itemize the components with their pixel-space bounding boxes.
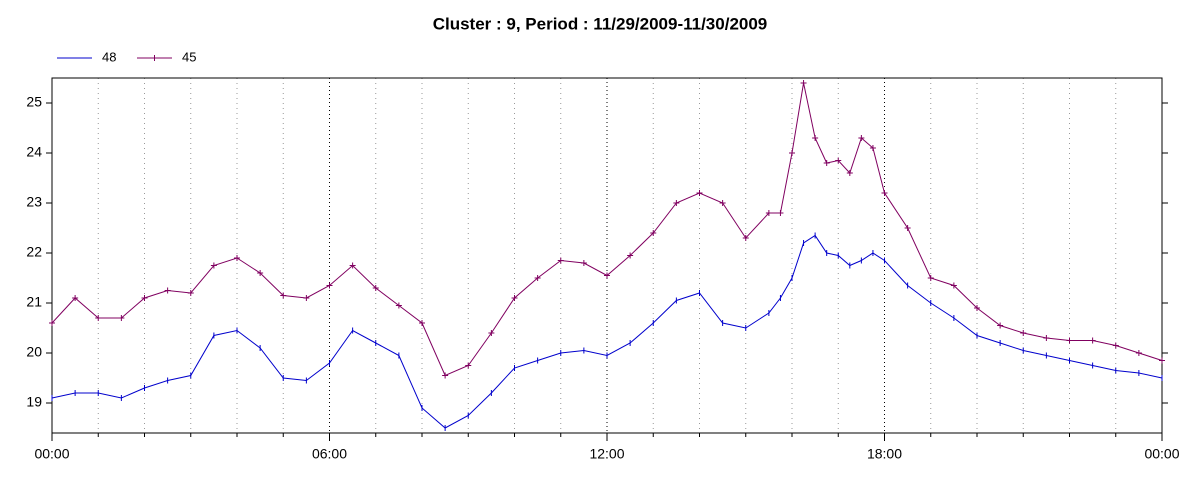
- marker: [442, 372, 449, 379]
- marker: [1043, 335, 1050, 341]
- marker: [372, 285, 379, 291]
- series-line: [51, 234, 1163, 429]
- marker: [765, 210, 772, 216]
- marker: [164, 287, 171, 294]
- marker: [1112, 342, 1119, 349]
- marker: [673, 200, 680, 206]
- legend-label: 45: [182, 49, 196, 64]
- marker: [1066, 337, 1073, 344]
- marker: [627, 252, 634, 259]
- marker: [869, 145, 876, 151]
- legend-label: 48: [102, 49, 116, 64]
- marker: [580, 260, 587, 266]
- marker: [465, 362, 472, 369]
- x-tick-label: 00:00: [1144, 446, 1179, 462]
- marker: [141, 295, 148, 301]
- marker: [234, 255, 240, 261]
- y-tick-label: 23: [26, 194, 42, 210]
- marker: [280, 292, 287, 299]
- marker: [395, 302, 402, 309]
- marker: [719, 200, 726, 206]
- marker: [49, 320, 55, 326]
- marker: [349, 262, 356, 269]
- chart-title: Cluster : 9, Period : 11/29/2009-11/30/2…: [433, 14, 768, 33]
- y-tick-label: 25: [26, 94, 42, 110]
- marker: [604, 272, 610, 279]
- plot-frame: [51, 77, 1163, 434]
- marker: [95, 315, 102, 321]
- marker: [950, 282, 957, 289]
- y-tick-label: 19: [26, 394, 42, 410]
- marker: [974, 305, 980, 311]
- y-tick-label: 24: [26, 144, 42, 160]
- marker: [511, 295, 518, 301]
- marker: [812, 135, 819, 141]
- marker: [187, 290, 194, 296]
- marker: [419, 320, 425, 326]
- marker: [534, 275, 541, 281]
- marker: [835, 157, 842, 164]
- marker: [1020, 330, 1027, 336]
- marker: [858, 135, 865, 141]
- marker: [210, 262, 217, 269]
- marker: [997, 322, 1004, 329]
- marker: [257, 270, 264, 276]
- marker: [1159, 357, 1165, 364]
- marker: [789, 150, 795, 156]
- x-tick-label: 18:00: [867, 446, 902, 462]
- marker: [800, 80, 807, 86]
- x-tick-label: 06:00: [312, 446, 347, 462]
- y-tick-label: 20: [26, 344, 42, 360]
- series-line: [51, 82, 1163, 377]
- marker: [557, 257, 564, 264]
- x-tick-label: 12:00: [589, 446, 624, 462]
- legend-marker: [151, 55, 158, 61]
- marker: [326, 282, 333, 289]
- marker: [881, 190, 888, 196]
- marker: [650, 230, 657, 236]
- marker: [927, 275, 934, 281]
- marker: [823, 160, 830, 166]
- y-tick-label: 21: [26, 294, 42, 310]
- marker: [777, 210, 784, 216]
- marker: [846, 170, 853, 176]
- x-tick-label: 00:00: [34, 446, 69, 462]
- marker: [742, 235, 749, 241]
- marker: [1135, 350, 1142, 356]
- marker: [1089, 337, 1096, 344]
- marker: [696, 190, 703, 196]
- marker: [904, 225, 911, 231]
- marker: [303, 295, 310, 301]
- marker: [488, 330, 495, 336]
- marker: [118, 315, 125, 321]
- y-tick-label: 22: [26, 244, 42, 260]
- marker: [72, 295, 79, 301]
